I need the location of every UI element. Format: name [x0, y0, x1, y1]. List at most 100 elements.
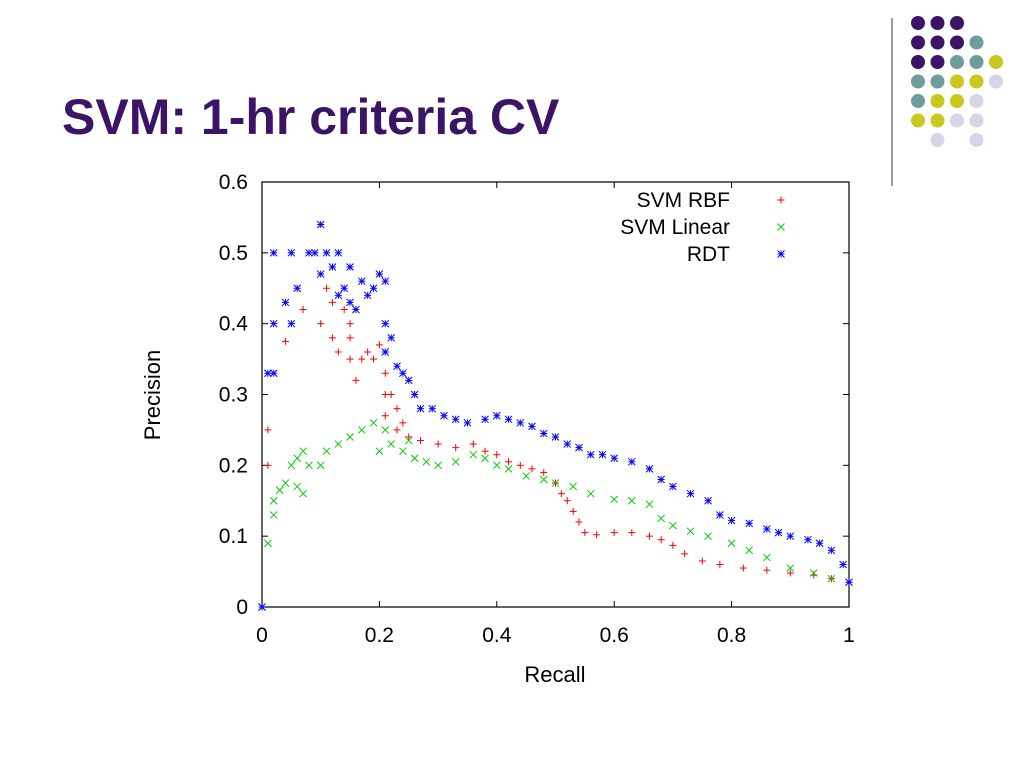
- data-point: [305, 248, 313, 257]
- data-point: [557, 490, 565, 498]
- data-point: [328, 298, 336, 306]
- data-point: [763, 566, 771, 574]
- data-point: [716, 561, 724, 568]
- data-point: [381, 277, 390, 286]
- data-point: [669, 541, 677, 549]
- data-point: [481, 415, 489, 424]
- data-point: [481, 447, 489, 455]
- data-point: [387, 391, 395, 398]
- decor-dot: [969, 133, 984, 147]
- data-point: [375, 341, 383, 349]
- data-point: [669, 482, 677, 491]
- data-point: [381, 348, 390, 356]
- data-point: [281, 298, 290, 307]
- data-point: [469, 440, 477, 448]
- data-point: [598, 450, 607, 459]
- decor-dot: [969, 74, 984, 89]
- y-tick-label: 0.6: [219, 171, 248, 194]
- data-point: [809, 569, 818, 577]
- data-point: [762, 525, 771, 533]
- data-point: [316, 461, 325, 470]
- data-point: [352, 305, 360, 314]
- x-tick-label: 0: [256, 624, 268, 647]
- data-point: [492, 461, 501, 470]
- data-point: [516, 418, 525, 427]
- data-point: [357, 426, 366, 434]
- legend-marker: [777, 223, 785, 231]
- data-point: [269, 319, 278, 328]
- data-point: [293, 284, 302, 293]
- decor-dot: [950, 35, 964, 50]
- decor-dot: [930, 55, 945, 69]
- data-point: [287, 248, 296, 257]
- data-point: [375, 270, 384, 278]
- data-point: [269, 511, 278, 519]
- data-point: [610, 495, 619, 504]
- data-point: [422, 457, 431, 466]
- data-point: [323, 284, 331, 292]
- series-3: [258, 220, 853, 611]
- data-point: [369, 418, 378, 427]
- data-point: [786, 564, 795, 572]
- data-point: [381, 391, 389, 398]
- data-point: [586, 450, 595, 459]
- data-point: [334, 248, 343, 257]
- data-point: [645, 465, 654, 473]
- data-point: [370, 355, 378, 363]
- data-point: [569, 482, 577, 491]
- data-point: [264, 461, 272, 469]
- data-point: [451, 457, 460, 466]
- data-point: [504, 465, 513, 473]
- x-tick-label: 0.6: [600, 624, 629, 647]
- data-point: [346, 334, 354, 342]
- data-point: [299, 489, 307, 498]
- data-point: [657, 536, 665, 544]
- series-2: [258, 418, 853, 611]
- plot-frame: [261, 181, 850, 608]
- data-point: [645, 532, 653, 540]
- data-point: [827, 546, 836, 555]
- data-point: [539, 475, 548, 484]
- data-point: [405, 433, 413, 441]
- decor-dot: [989, 74, 1003, 89]
- data-point: [322, 447, 331, 456]
- decor-dot: [911, 35, 925, 50]
- data-point: [539, 429, 548, 438]
- data-point: [492, 411, 501, 420]
- data-point: [681, 550, 689, 558]
- data-point: [410, 454, 419, 463]
- data-point: [686, 527, 695, 536]
- data-point: [786, 569, 794, 577]
- data-point: [563, 497, 571, 505]
- data-point: [739, 564, 747, 572]
- data-point: [469, 450, 478, 459]
- decor-dot: [950, 74, 964, 89]
- data-point: [328, 263, 337, 271]
- data-point: [610, 529, 618, 537]
- decor-dot: [989, 55, 1003, 69]
- data-point: [381, 369, 389, 377]
- legend: SVM RBF SVM Linear RDT: [620, 189, 785, 266]
- y-tick-label: 0.4: [219, 313, 249, 336]
- data-point: [258, 603, 266, 611]
- data-point: [399, 447, 407, 456]
- data-point: [845, 578, 853, 587]
- data-point: [774, 528, 783, 537]
- axis-ticks: 0 0.2 0.4 0.6 0.8 1 0 0.1 0.2 0.3 0.4 0.5 0.6: [219, 171, 855, 647]
- data-point: [281, 479, 290, 487]
- x-tick-label: 0.2: [365, 624, 394, 647]
- data-point: [804, 535, 812, 544]
- data-point: [346, 433, 354, 441]
- data-point: [716, 511, 724, 519]
- data-point: [393, 426, 401, 434]
- decor-dot: [930, 113, 945, 128]
- data-point: [393, 362, 401, 371]
- decor-dot: [969, 94, 984, 108]
- decor-dot: [930, 74, 945, 89]
- data-point: [293, 482, 302, 491]
- data-point: [575, 443, 583, 452]
- data-point: [310, 248, 319, 257]
- data-point: [346, 263, 354, 271]
- data-point: [463, 418, 472, 427]
- data-point: [815, 539, 824, 548]
